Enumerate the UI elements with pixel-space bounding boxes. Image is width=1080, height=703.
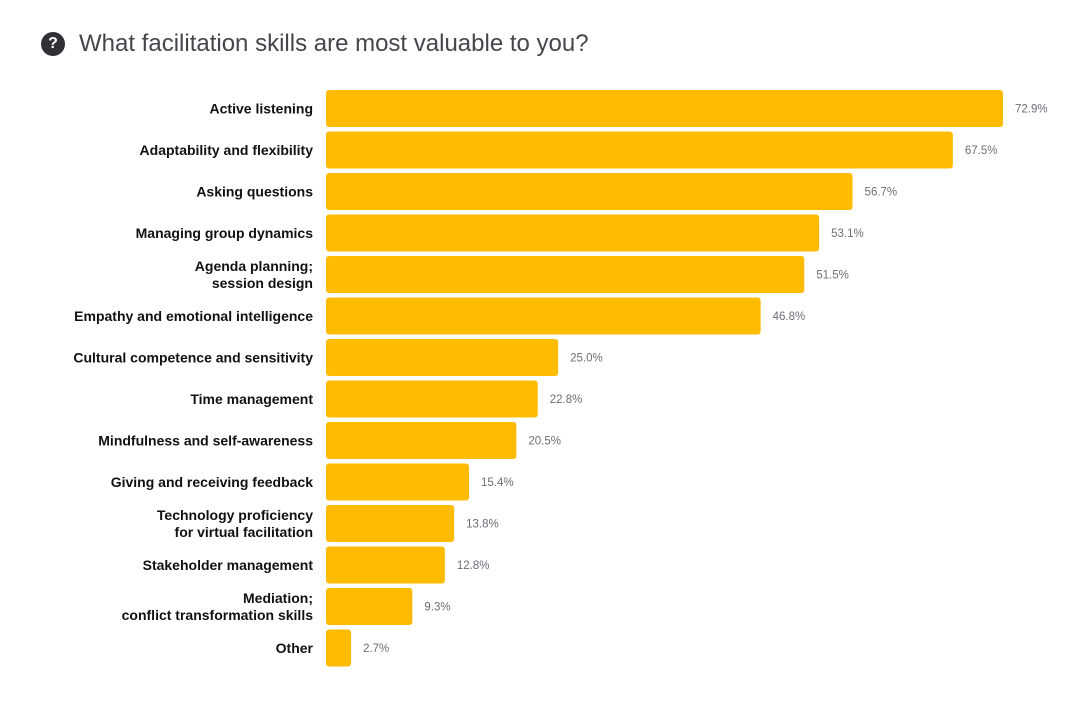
bar-0[interactable] — [326, 90, 1003, 127]
category-label-12: Mediation; conflict transformation skills — [122, 590, 314, 623]
bar-12[interactable] — [326, 588, 413, 625]
value-label-13: 2.7% — [363, 643, 389, 655]
value-label-10: 13.8% — [466, 519, 499, 531]
bar-4[interactable] — [326, 256, 805, 293]
help-circle-icon[interactable]: ? — [41, 32, 65, 56]
bar-2[interactable] — [326, 173, 853, 210]
category-label-9: Giving and receiving feedback — [111, 474, 314, 490]
bar-8[interactable] — [326, 422, 517, 459]
category-label-4: Agenda planning; session design — [195, 258, 313, 291]
value-label-6: 25.0% — [570, 353, 603, 365]
value-label-5: 46.8% — [773, 311, 806, 323]
value-label-8: 20.5% — [528, 436, 561, 448]
bar-10[interactable] — [326, 505, 455, 542]
category-label-5: Empathy and emotional intelligence — [74, 308, 313, 324]
value-label-3: 53.1% — [831, 228, 864, 240]
category-label-10: Technology proficiency for virtual facili… — [157, 507, 313, 540]
value-label-11: 12.8% — [457, 560, 490, 572]
category-label-3: Managing group dynamics — [136, 225, 314, 241]
chart-title: What facilitation skills are most valuab… — [79, 30, 589, 57]
value-label-2: 56.7% — [865, 187, 898, 199]
value-label-7: 22.8% — [550, 394, 583, 406]
value-label-4: 51.5% — [816, 270, 849, 282]
bar-13[interactable] — [326, 629, 352, 667]
bar-5[interactable] — [326, 297, 761, 335]
value-label-0: 72.9% — [1015, 104, 1048, 116]
value-label-1: 67.5% — [965, 145, 998, 157]
value-label-12: 9.3% — [424, 602, 450, 614]
bar-3[interactable] — [326, 214, 820, 252]
category-label-1: Adaptability and flexibility — [140, 142, 314, 158]
value-label-9: 15.4% — [481, 477, 514, 489]
category-label-7: Time management — [190, 391, 313, 407]
chart-header: ? What facilitation skills are most valu… — [41, 30, 589, 58]
bar-1[interactable] — [326, 131, 953, 169]
category-label-0: Active listening — [210, 101, 313, 117]
category-label-6: Cultural competence and sensitivity — [73, 350, 313, 366]
category-label-13: Other — [276, 640, 314, 656]
category-label-8: Mindfulness and self-awareness — [98, 433, 313, 449]
category-label-11: Stakeholder management — [143, 557, 314, 573]
bar-6[interactable] — [326, 339, 559, 376]
bar-7[interactable] — [326, 380, 538, 418]
bar-11[interactable] — [326, 546, 445, 584]
category-label-2: Asking questions — [196, 184, 313, 200]
bar-9[interactable] — [326, 463, 470, 501]
